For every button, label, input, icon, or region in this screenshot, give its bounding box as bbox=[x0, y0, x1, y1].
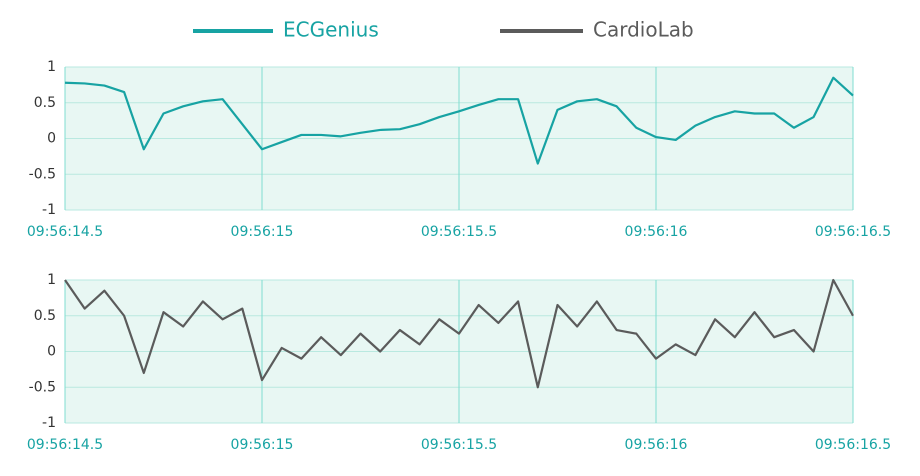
series-line bbox=[64, 76, 854, 165]
y-tick-label: 1 bbox=[47, 272, 56, 288]
legend-label: CardioLab bbox=[593, 18, 694, 42]
x-tick-label: 09:56:14.5 bbox=[27, 437, 103, 453]
x-tick-label: 09:56:15.5 bbox=[421, 224, 497, 240]
y-tick-label: 0 bbox=[47, 131, 56, 147]
x-tick-label: 09:56:16 bbox=[625, 437, 688, 453]
series-line bbox=[64, 278, 854, 389]
y-tick-label: 0.5 bbox=[34, 308, 56, 324]
x-tick-label: 09:56:15 bbox=[231, 437, 294, 453]
y-tick-label: -1 bbox=[42, 202, 56, 218]
x-tick-label: 09:56:16.5 bbox=[815, 437, 891, 453]
x-tick-label: 09:56:15.5 bbox=[421, 437, 497, 453]
x-tick-label: 09:56:16.5 bbox=[815, 224, 891, 240]
x-tick-label: 09:56:14.5 bbox=[27, 224, 103, 240]
x-tick-label: 09:56:16 bbox=[625, 224, 688, 240]
y-tick-label: 0.5 bbox=[34, 95, 56, 111]
legend-label: ECGenius bbox=[283, 18, 379, 42]
y-tick-label: 0 bbox=[47, 344, 56, 360]
y-tick-label: 1 bbox=[47, 59, 56, 75]
y-tick-label: -1 bbox=[42, 415, 56, 431]
y-tick-label: -0.5 bbox=[29, 379, 56, 395]
x-tick-label: 09:56:15 bbox=[231, 224, 294, 240]
y-tick-label: -0.5 bbox=[29, 166, 56, 182]
